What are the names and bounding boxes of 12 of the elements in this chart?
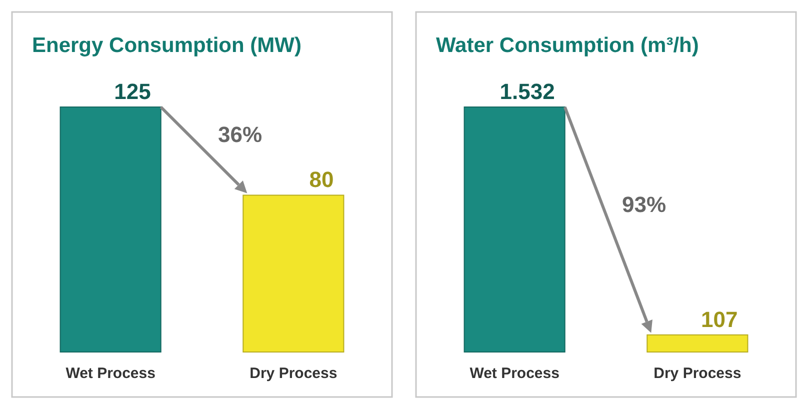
x-tick-label: Wet Process xyxy=(470,365,560,382)
data-label: 80 xyxy=(309,167,334,192)
data-label: 125 xyxy=(114,79,151,104)
chart-title: Water Consumption (m³/h) xyxy=(436,34,699,57)
annotation: 36% xyxy=(218,122,262,148)
x-tick-label: Dry Process xyxy=(250,365,338,382)
x-tick-label: Dry Process xyxy=(654,365,742,382)
data-label: 107 xyxy=(700,306,738,332)
annotation: 93% xyxy=(622,192,666,217)
x-tick-label: Wet Process xyxy=(66,365,156,382)
chart-title: Energy Consumption (MW) xyxy=(32,34,302,57)
data-label: 1.532 xyxy=(500,79,555,104)
